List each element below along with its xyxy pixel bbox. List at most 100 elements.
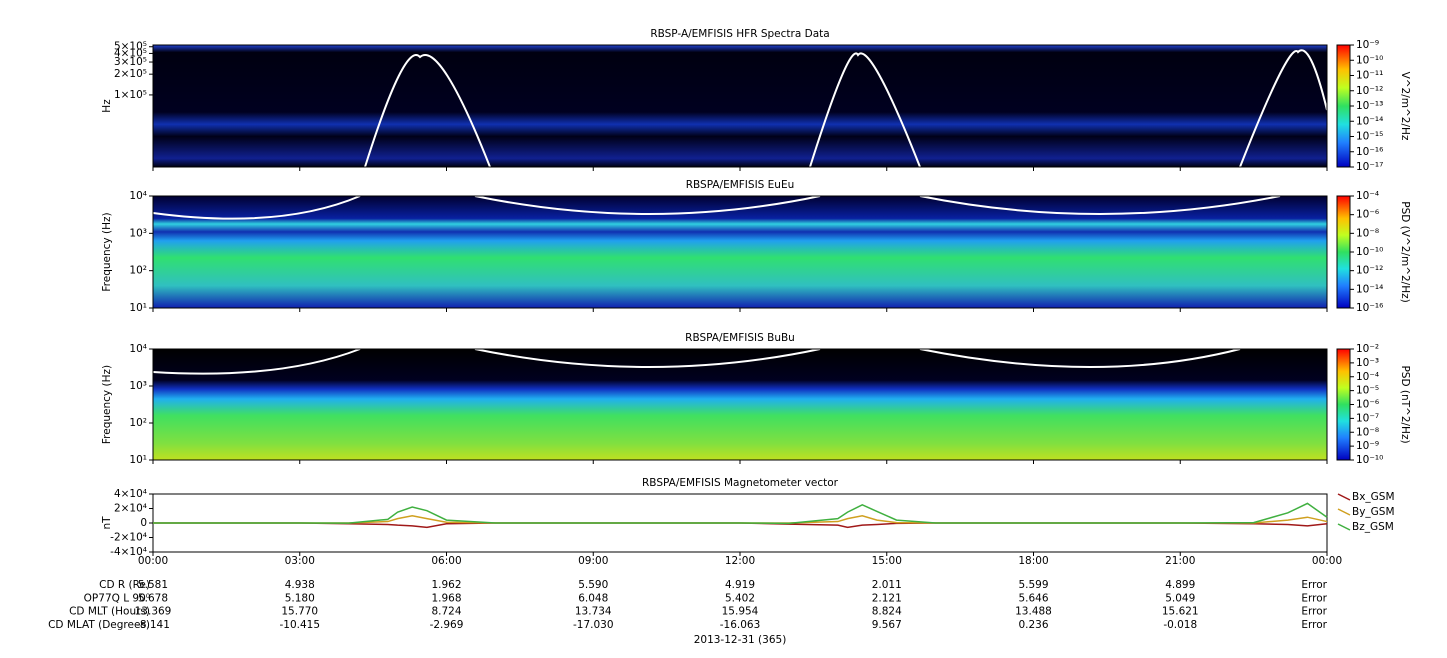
row-label: OP77Q L 90⁰ <box>84 592 150 604</box>
legend-label: By_GSM <box>1352 506 1395 518</box>
row-value: -2.969 <box>430 619 464 631</box>
colorbar-label: V^2/m^2/Hz <box>1399 72 1411 141</box>
colorbar-tick-label: 10⁻¹² <box>1356 265 1383 277</box>
spectrogram-image <box>153 45 1327 167</box>
row-value: 2.011 <box>872 579 902 591</box>
x-tick-label: 15:00 <box>872 555 902 567</box>
colorbar-tick-label: 10⁻⁶ <box>1356 209 1379 221</box>
colorbar-label: PSD (nT^2/Hz) <box>1399 365 1411 443</box>
row-value: Error <box>1301 619 1327 631</box>
y-tick-label: 5×10⁵ <box>114 41 147 53</box>
curve <box>1239 49 1328 168</box>
row-value: 5.180 <box>285 592 315 604</box>
row-value: Error <box>1301 579 1327 591</box>
row-value: 13.488 <box>1015 606 1052 618</box>
spectrogram-image <box>153 196 1327 308</box>
y-tick-label: 10³ <box>129 380 147 392</box>
colorbar-label: PSD (V^2/m^2/Hz) <box>1399 201 1411 302</box>
row-value: 4.899 <box>1165 579 1195 591</box>
curve <box>152 348 361 375</box>
x-tick-label: 03:00 <box>285 555 315 567</box>
row-value: 0.236 <box>1018 619 1048 631</box>
panel-title: RBSPA/EMFISIS Magnetometer vector <box>642 477 839 489</box>
curve <box>364 54 491 168</box>
x-tick-label: 18:00 <box>1018 555 1048 567</box>
row-value: -16.063 <box>720 619 761 631</box>
row-value: -8.141 <box>136 619 170 631</box>
row-value: Error <box>1301 592 1327 604</box>
colorbar-tick-label: 10⁻¹⁰ <box>1356 54 1383 66</box>
colorbar-tick-label: 10⁻¹⁴ <box>1356 283 1383 295</box>
curve <box>474 348 821 368</box>
y-axis-label: nT <box>101 516 113 530</box>
row-label: CD MLAT (Degrees) <box>48 619 150 631</box>
colorbar-tick-label: 10⁻¹⁴ <box>1356 115 1383 127</box>
y-tick-label: 10¹ <box>129 302 147 314</box>
y-tick-label: 0 <box>140 517 147 529</box>
row-value: -17.030 <box>573 619 614 631</box>
row-value: 1.962 <box>431 579 461 591</box>
y-axis-label: Frequency (Hz) <box>101 212 113 291</box>
panel-title: RBSP-A/EMFISIS HFR Spectra Data <box>650 28 829 40</box>
colorbar-tick-label: 10⁻⁶ <box>1356 399 1379 411</box>
colorbar-tick-label: 10⁻¹¹ <box>1356 70 1383 82</box>
data-line <box>153 502 1328 525</box>
row-value: 8.724 <box>431 606 461 618</box>
row-value: 15.954 <box>722 606 759 618</box>
row-value: 9.567 <box>872 619 902 631</box>
x-tick-label: 00:00 <box>1312 555 1342 567</box>
y-tick-label: 2×10⁴ <box>114 503 147 515</box>
colorbar-tick-label: 10⁻¹⁷ <box>1356 161 1383 173</box>
legend-label: Bz_GSM <box>1352 521 1394 533</box>
x-tick-label: 00:00 <box>138 555 168 567</box>
colorbar-tick-label: 10⁻⁴ <box>1356 371 1379 383</box>
row-value: 6.048 <box>578 592 608 604</box>
y-tick-label: 4×10⁵ <box>114 47 147 59</box>
colorbar-tick-label: 10⁻⁵ <box>1356 385 1379 397</box>
colorbar-tick-label: 10⁻¹⁰ <box>1356 454 1383 466</box>
curve <box>809 52 921 168</box>
y-tick-label: 10² <box>129 417 147 429</box>
curve <box>474 195 821 215</box>
colorbar-tick-label: 10⁻⁸ <box>1356 227 1379 239</box>
y-axis-label: Frequency (Hz) <box>101 365 113 444</box>
colorbar-tick-label: 10⁻⁷ <box>1356 412 1379 424</box>
colorbar-tick-label: 10⁻⁹ <box>1356 440 1379 452</box>
row-value: 5.678 <box>138 592 168 604</box>
row-value: 5.049 <box>1165 592 1195 604</box>
x-tick-label: 09:00 <box>578 555 608 567</box>
y-tick-label: 10¹ <box>129 454 147 466</box>
row-value: 15.770 <box>281 606 318 618</box>
colorbar-tick-label: 10⁻⁴ <box>1356 190 1379 202</box>
row-label: CD R (Re) <box>99 579 150 591</box>
row-value: 2.121 <box>872 592 902 604</box>
colorbar <box>1336 44 1351 168</box>
y-tick-label: 2×10⁵ <box>114 68 147 80</box>
colorbar-tick-label: 10⁻¹³ <box>1356 100 1383 112</box>
row-value: 13.734 <box>575 606 612 618</box>
colorbar-tick-label: 10⁻² <box>1356 343 1379 355</box>
y-tick-label: 10³ <box>129 227 147 239</box>
colorbar <box>1336 195 1351 309</box>
curve <box>919 195 1281 215</box>
date-label: 2013-12-31 (365) <box>694 634 787 646</box>
legend-swatch <box>1337 493 1351 501</box>
y-tick-label: 10⁴ <box>129 343 147 355</box>
row-value: 5.599 <box>1018 579 1048 591</box>
row-value: 13.369 <box>135 606 172 618</box>
row-value: 1.968 <box>431 592 461 604</box>
panel-title: RBSPA/EMFISIS EuEu <box>686 179 795 191</box>
x-tick-label: 06:00 <box>431 555 461 567</box>
y-tick-label: 3×10⁵ <box>114 56 147 68</box>
x-tick-label: 12:00 <box>725 555 755 567</box>
colorbar <box>1336 348 1351 461</box>
row-value: 4.938 <box>285 579 315 591</box>
row-value: 8.824 <box>872 606 902 618</box>
colorbar-tick-label: 10⁻³ <box>1356 357 1379 369</box>
spectrogram-image <box>153 349 1327 460</box>
y-axis-label: Hz <box>101 99 113 113</box>
row-value: 5.402 <box>725 592 755 604</box>
colorbar-tick-label: 10⁻⁹ <box>1356 39 1379 51</box>
colorbar-tick-label: 10⁻⁸ <box>1356 426 1379 438</box>
y-tick-label: -2×10⁴ <box>110 532 147 544</box>
